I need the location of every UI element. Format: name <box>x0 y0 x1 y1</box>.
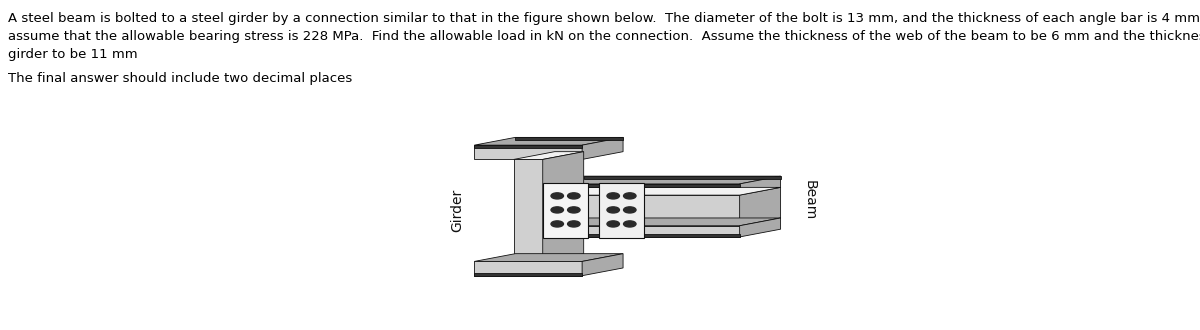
Circle shape <box>624 193 636 199</box>
Text: Beam: Beam <box>803 180 817 220</box>
Circle shape <box>551 221 564 227</box>
Polygon shape <box>514 152 583 159</box>
Circle shape <box>607 221 619 227</box>
Polygon shape <box>739 187 780 226</box>
Polygon shape <box>582 137 623 159</box>
Polygon shape <box>542 176 780 184</box>
Polygon shape <box>582 254 623 276</box>
Polygon shape <box>474 254 623 261</box>
Polygon shape <box>542 184 739 187</box>
Polygon shape <box>599 183 644 238</box>
Polygon shape <box>739 218 780 237</box>
Circle shape <box>568 207 580 213</box>
Circle shape <box>624 207 636 213</box>
Polygon shape <box>542 218 780 226</box>
Circle shape <box>607 207 619 213</box>
Text: assume that the allowable bearing stress is 228 MPa.  Find the allowable load in: assume that the allowable bearing stress… <box>8 30 1200 43</box>
Polygon shape <box>474 145 582 148</box>
Polygon shape <box>542 234 739 237</box>
Circle shape <box>551 193 564 199</box>
Polygon shape <box>542 195 739 226</box>
Circle shape <box>607 193 619 199</box>
Polygon shape <box>583 176 780 179</box>
Polygon shape <box>474 273 582 276</box>
Polygon shape <box>542 183 588 238</box>
Polygon shape <box>474 137 623 145</box>
Polygon shape <box>514 159 542 261</box>
Polygon shape <box>474 145 582 159</box>
Text: The final answer should include two decimal places: The final answer should include two deci… <box>8 72 353 85</box>
Circle shape <box>551 207 564 213</box>
Polygon shape <box>515 137 623 141</box>
Polygon shape <box>739 176 780 195</box>
Polygon shape <box>542 187 780 195</box>
Text: Girder: Girder <box>451 189 464 232</box>
Text: girder to be 11 mm: girder to be 11 mm <box>8 48 138 61</box>
Text: A steel beam is bolted to a steel girder by a connection similar to that in the : A steel beam is bolted to a steel girder… <box>8 12 1200 25</box>
Circle shape <box>568 221 580 227</box>
Polygon shape <box>542 152 583 261</box>
Circle shape <box>568 193 580 199</box>
Polygon shape <box>542 184 739 195</box>
Polygon shape <box>474 261 582 276</box>
Circle shape <box>624 221 636 227</box>
Polygon shape <box>542 226 739 237</box>
